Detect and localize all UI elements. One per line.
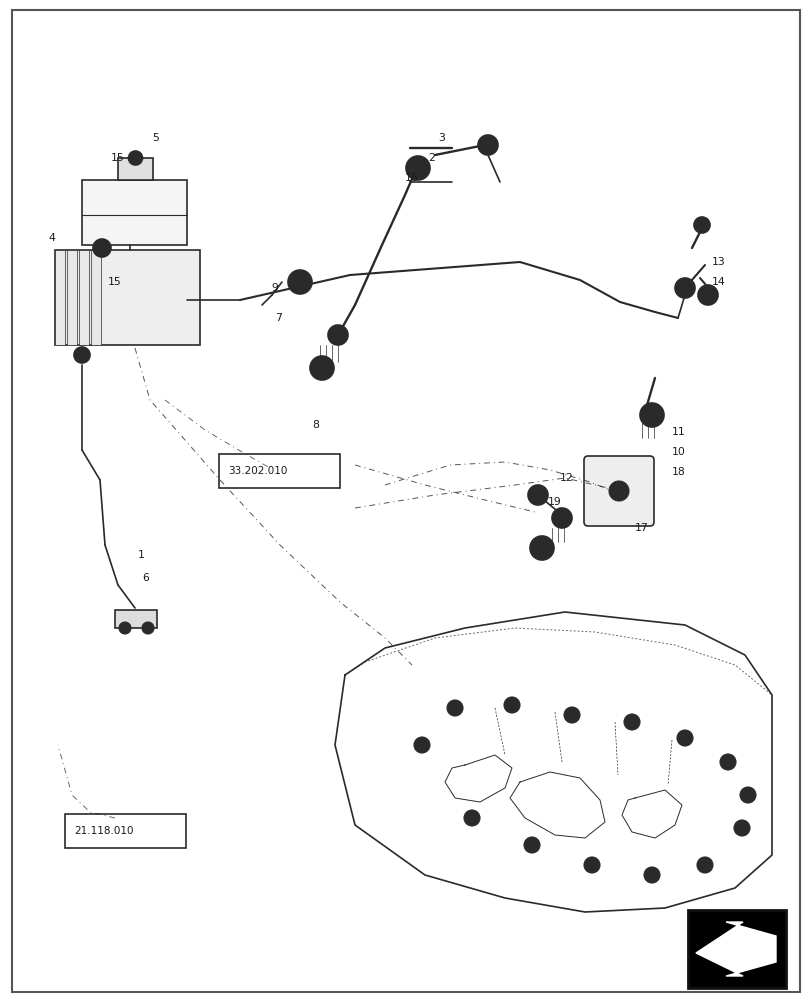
Circle shape <box>406 156 430 180</box>
Text: 8: 8 <box>311 420 319 430</box>
Circle shape <box>583 857 599 873</box>
Circle shape <box>328 325 348 345</box>
Bar <box>55 250 65 345</box>
Circle shape <box>696 857 712 873</box>
Text: 19: 19 <box>547 497 561 507</box>
Text: 14: 14 <box>711 277 725 287</box>
FancyBboxPatch shape <box>65 814 186 848</box>
Circle shape <box>551 508 571 528</box>
Bar <box>115 610 157 628</box>
Circle shape <box>608 481 629 501</box>
Circle shape <box>93 239 111 257</box>
Text: 5: 5 <box>152 133 159 143</box>
Bar <box>67 250 77 345</box>
Text: 33.202.010: 33.202.010 <box>228 466 287 476</box>
Text: 1: 1 <box>138 550 144 560</box>
Circle shape <box>693 217 709 233</box>
Circle shape <box>674 278 694 298</box>
Circle shape <box>463 810 479 826</box>
Circle shape <box>733 820 749 836</box>
Circle shape <box>527 485 547 505</box>
Bar <box>91 250 101 345</box>
Circle shape <box>310 356 333 380</box>
Circle shape <box>530 536 553 560</box>
Circle shape <box>739 787 755 803</box>
Circle shape <box>119 622 131 634</box>
Text: 9: 9 <box>271 283 277 293</box>
Circle shape <box>74 347 90 363</box>
Text: 15: 15 <box>111 153 125 163</box>
Circle shape <box>564 707 579 723</box>
Text: 15: 15 <box>108 277 122 287</box>
FancyBboxPatch shape <box>219 454 340 488</box>
Text: 17: 17 <box>634 523 648 533</box>
Circle shape <box>478 135 497 155</box>
Bar <box>118 158 152 180</box>
FancyBboxPatch shape <box>583 456 653 526</box>
Text: 16: 16 <box>405 173 418 183</box>
Circle shape <box>142 622 154 634</box>
Text: 12: 12 <box>560 473 573 483</box>
Text: 10: 10 <box>672 447 685 457</box>
Text: 7: 7 <box>275 313 281 323</box>
Circle shape <box>128 151 142 165</box>
Bar <box>55 250 200 345</box>
Circle shape <box>288 270 311 294</box>
Circle shape <box>446 700 462 716</box>
Circle shape <box>697 285 717 305</box>
Bar <box>82 180 187 245</box>
Circle shape <box>676 730 692 746</box>
Text: 3: 3 <box>437 133 444 143</box>
Bar <box>687 910 785 988</box>
Circle shape <box>523 837 539 853</box>
Text: 11: 11 <box>672 427 685 437</box>
Text: 18: 18 <box>672 467 685 477</box>
Circle shape <box>719 754 735 770</box>
Text: 4: 4 <box>48 233 55 243</box>
Text: 2: 2 <box>427 153 435 163</box>
Bar <box>79 250 89 345</box>
Circle shape <box>414 737 430 753</box>
Circle shape <box>504 697 519 713</box>
Circle shape <box>643 867 659 883</box>
Text: 13: 13 <box>711 257 725 267</box>
Text: 21.118.010: 21.118.010 <box>74 826 133 836</box>
Circle shape <box>639 403 663 427</box>
Polygon shape <box>695 922 775 976</box>
Circle shape <box>623 714 639 730</box>
Text: 6: 6 <box>142 573 148 583</box>
